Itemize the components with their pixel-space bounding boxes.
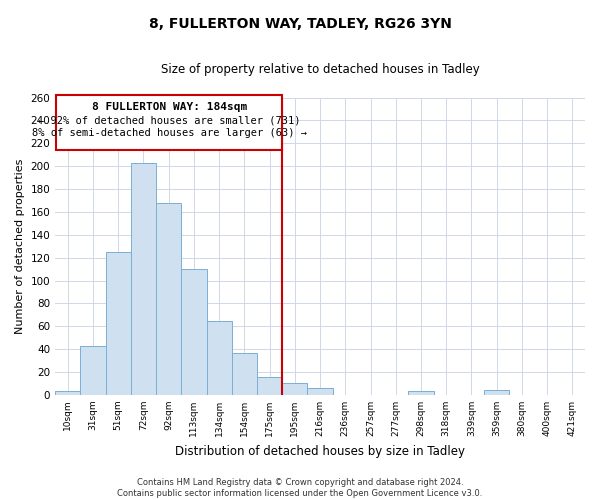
Bar [181, 269, 206, 395]
Bar [55, 392, 80, 395]
Bar [307, 388, 332, 395]
Bar [131, 162, 156, 395]
Bar [156, 202, 181, 395]
Bar [80, 346, 106, 395]
Text: 8 FULLERTON WAY: 184sqm: 8 FULLERTON WAY: 184sqm [92, 102, 247, 112]
Bar [206, 320, 232, 395]
Text: ← 92% of detached houses are smaller (731): ← 92% of detached houses are smaller (73… [38, 116, 301, 126]
X-axis label: Distribution of detached houses by size in Tadley: Distribution of detached houses by size … [175, 444, 465, 458]
Y-axis label: Number of detached properties: Number of detached properties [15, 158, 25, 334]
Bar [282, 384, 307, 395]
Bar [484, 390, 509, 395]
Text: 8% of semi-detached houses are larger (63) →: 8% of semi-detached houses are larger (6… [32, 128, 307, 138]
Bar [257, 376, 282, 395]
Text: Contains HM Land Registry data © Crown copyright and database right 2024.
Contai: Contains HM Land Registry data © Crown c… [118, 478, 482, 498]
FancyBboxPatch shape [56, 95, 282, 150]
Bar [232, 352, 257, 395]
Title: Size of property relative to detached houses in Tadley: Size of property relative to detached ho… [161, 62, 479, 76]
Bar [409, 392, 434, 395]
Bar [106, 252, 131, 395]
Text: 8, FULLERTON WAY, TADLEY, RG26 3YN: 8, FULLERTON WAY, TADLEY, RG26 3YN [149, 18, 451, 32]
